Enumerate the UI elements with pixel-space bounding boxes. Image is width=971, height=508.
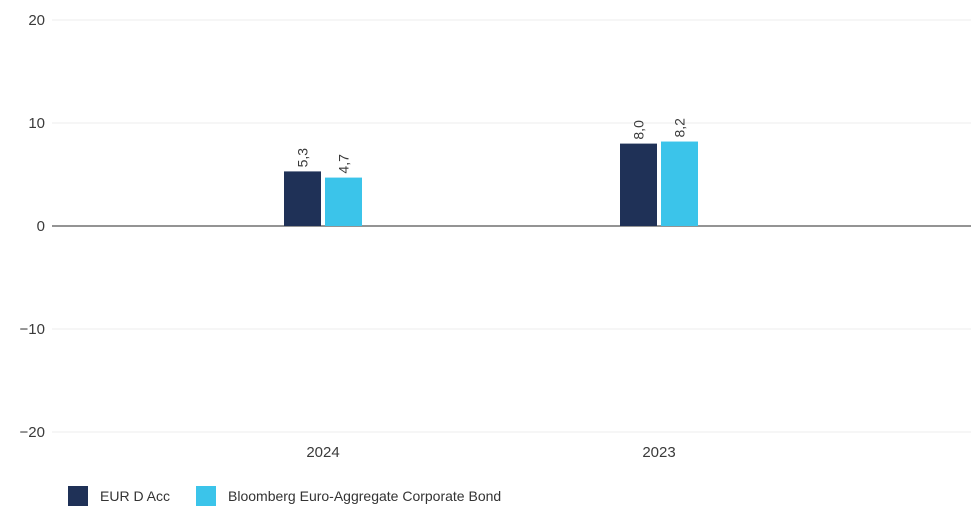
legend-swatch-eur-d-acc [68,486,88,506]
data-label-2023-series-1: 8,0 [631,120,647,140]
y-tick-label: −10 [20,321,45,338]
bar-2024-series-2 [325,177,362,226]
gridlines [52,19,971,433]
y-tick-label: 10 [28,115,45,132]
y-axis-tick-labels: 20 10 0 −10 −20 [20,12,45,441]
x-tick-label-2023: 2023 [642,444,675,461]
x-tick-label-2024: 2024 [306,444,339,461]
y-tick-label: 0 [37,218,45,235]
y-tick-label: −20 [20,424,45,441]
bar-2024-series-1 [284,171,321,226]
data-labels: 5,3 4,7 8,0 8,2 [295,118,688,174]
bar-2023-series-2 [661,141,698,226]
legend-swatch-benchmark [196,486,217,506]
legend-item-benchmark: Bloomberg Euro-Aggregate Corporate Bond [196,486,501,506]
data-label-2024-series-2: 4,7 [336,154,352,174]
bars [284,141,698,226]
legend: EUR D Acc Bloomberg Euro-Aggregate Corpo… [68,486,527,506]
legend-label-benchmark: Bloomberg Euro-Aggregate Corporate Bond [228,488,502,504]
x-axis-tick-labels: 2024 2023 [306,444,675,461]
legend-label-eur-d-acc: EUR D Acc [100,488,171,504]
y-tick-label: 20 [28,12,45,29]
legend-item-eur-d-acc: EUR D Acc [68,486,170,506]
bar-2023-series-1 [620,143,657,226]
data-label-2023-series-2: 8,2 [672,118,688,138]
data-label-2024-series-1: 5,3 [295,148,311,168]
